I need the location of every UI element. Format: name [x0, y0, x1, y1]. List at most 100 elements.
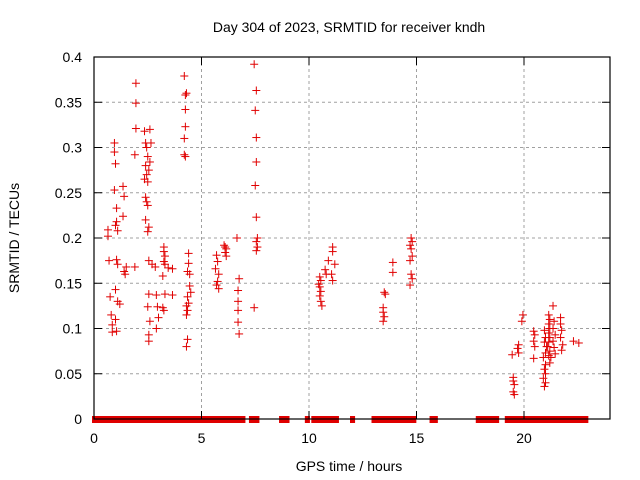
data-point	[252, 237, 261, 246]
data-point	[514, 340, 523, 349]
data-point	[234, 286, 243, 295]
data-point	[232, 234, 241, 242]
data-point	[556, 319, 565, 328]
data-point	[545, 347, 554, 356]
data-point	[111, 285, 120, 294]
data-point	[145, 317, 154, 326]
data-point	[106, 292, 115, 301]
data-point	[558, 340, 567, 349]
y-tick-label: 0.1	[63, 321, 83, 337]
data-point	[251, 106, 260, 115]
data-point	[315, 272, 324, 281]
data-point	[164, 263, 173, 272]
data-point	[388, 258, 397, 267]
data-point	[160, 260, 169, 269]
data-point	[327, 270, 336, 279]
data-point	[406, 281, 415, 290]
data-point	[510, 390, 519, 399]
data-point	[142, 143, 151, 152]
y-tick-label: 0.4	[63, 49, 83, 65]
data-point	[253, 234, 262, 242]
data-point	[122, 262, 131, 271]
data-point	[144, 166, 153, 175]
data-point	[120, 192, 129, 201]
data-point	[316, 297, 325, 306]
data-point	[381, 290, 390, 299]
data-point	[182, 342, 191, 351]
data-point	[131, 124, 140, 133]
data-point	[541, 378, 550, 387]
data-point	[557, 326, 566, 335]
data-point	[316, 287, 325, 296]
data-point	[185, 281, 194, 290]
data-point	[546, 353, 555, 362]
data-point	[407, 234, 416, 242]
y-tick-label: 0.35	[55, 94, 82, 110]
data-point	[220, 241, 229, 250]
data-point	[328, 276, 337, 285]
data-point	[316, 276, 325, 285]
data-point	[252, 213, 261, 222]
data-point	[543, 342, 552, 351]
data-point	[551, 349, 560, 358]
data-point	[541, 360, 550, 369]
data-point	[315, 282, 324, 291]
data-point	[549, 324, 558, 333]
data-point	[112, 255, 121, 264]
data-point	[406, 241, 415, 250]
data-point	[183, 335, 192, 344]
data-point	[557, 346, 566, 355]
x-tick-label: 15	[409, 430, 425, 446]
data-point	[108, 320, 117, 329]
data-point	[111, 221, 120, 230]
data-point	[509, 376, 518, 385]
y-tick-label: 0.25	[55, 185, 82, 201]
data-point	[119, 212, 128, 221]
data-point	[510, 380, 519, 389]
data-point	[144, 290, 153, 299]
data-point	[152, 291, 161, 300]
data-point	[144, 337, 153, 346]
data-point	[539, 353, 548, 362]
x-tick-label: 10	[301, 430, 317, 446]
data-point	[408, 237, 417, 246]
data-point	[545, 315, 554, 324]
data-point	[252, 246, 261, 255]
data-point	[182, 310, 191, 319]
data-point	[211, 264, 220, 273]
data-point	[183, 292, 192, 301]
x-tick-label: 0	[90, 430, 98, 446]
data-point	[121, 270, 130, 279]
y-tick-label: 0	[74, 411, 82, 427]
data-point	[151, 262, 160, 271]
data-point	[180, 134, 189, 143]
data-point	[513, 344, 522, 353]
y-axis-label: SRMTID / TECUs	[6, 183, 22, 293]
data-point	[184, 259, 193, 268]
data-point	[144, 256, 153, 265]
data-point	[107, 310, 116, 319]
data-point	[221, 248, 230, 257]
data-point	[159, 247, 168, 256]
data-point	[550, 343, 559, 352]
data-point	[222, 252, 231, 261]
data-point	[112, 204, 121, 213]
data-point	[168, 291, 177, 300]
data-point	[212, 281, 221, 290]
data-point	[154, 313, 163, 322]
data-point	[113, 260, 122, 269]
data-point	[234, 297, 243, 306]
data-point	[131, 99, 140, 108]
data-point	[407, 270, 416, 279]
data-point	[143, 152, 152, 161]
data-point	[529, 354, 538, 363]
data-point	[111, 315, 120, 324]
data-point	[180, 150, 189, 159]
data-point	[379, 308, 388, 317]
data-points	[103, 60, 583, 399]
y-tick-label: 0.2	[63, 230, 83, 246]
data-point	[130, 262, 139, 271]
data-point	[143, 201, 152, 210]
data-point	[158, 272, 167, 281]
